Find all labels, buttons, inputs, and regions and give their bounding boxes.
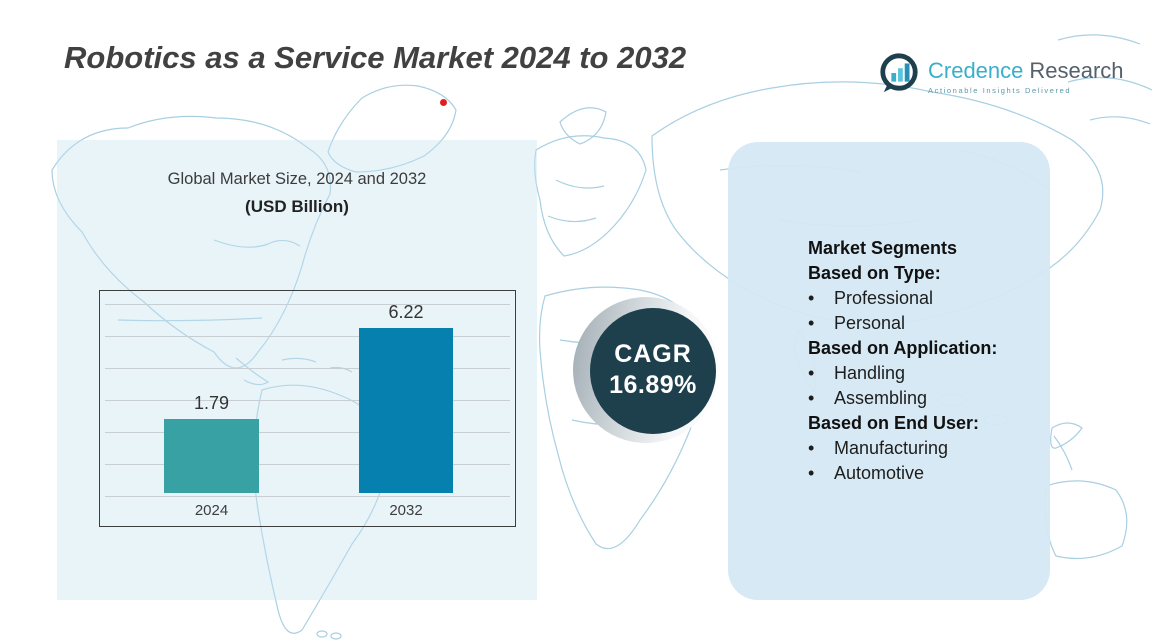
bullet-icon: •	[808, 288, 815, 308]
segment-item-label: Automotive	[834, 463, 925, 483]
gridline	[105, 400, 510, 401]
map-europe-borders	[547, 179, 605, 223]
gridline	[105, 336, 510, 337]
segment-item-label: Handling	[834, 363, 906, 383]
segments-panel	[728, 142, 1050, 600]
segment-group-title: Based on Application:	[808, 338, 998, 358]
logo-chart-bubble-icon	[880, 53, 918, 93]
bar-2032	[359, 328, 453, 493]
map-falklands	[316, 630, 328, 638]
map-europe	[534, 135, 647, 257]
chart-panel	[57, 140, 537, 600]
brand-name-secondary: Research	[1029, 58, 1124, 83]
map-north-america	[51, 115, 332, 369]
bullet-icon: •	[808, 388, 815, 408]
bullet-icon: •	[808, 363, 815, 383]
gridline	[105, 368, 510, 369]
segment-item: • Automotive	[808, 461, 1038, 486]
map-falklands-2	[330, 632, 342, 640]
cagr-value: 16.89%	[609, 370, 697, 399]
segment-item: • Assembling	[808, 386, 1038, 411]
map-marker-dot	[440, 99, 447, 106]
brand-logo: Credence Research Actionable Insights De…	[878, 52, 1124, 95]
segment-item-label: Assembling	[834, 388, 928, 408]
gridline	[105, 496, 510, 497]
map-canada-lakes	[213, 239, 301, 248]
bullet-icon: •	[808, 313, 815, 333]
map-scandinavia	[559, 107, 607, 145]
segment-item: • Manufacturing	[808, 436, 1038, 461]
bar-column-2032: 6.22 2032	[359, 291, 453, 526]
segment-item: • Professional	[808, 286, 1038, 311]
segment-item-label: Personal	[834, 313, 906, 333]
segment-group-title: Based on End User:	[808, 413, 980, 433]
x-axis-label-2032: 2032	[389, 502, 423, 519]
bar-column-2024: 1.79 2024	[164, 291, 259, 526]
map-australia	[1044, 480, 1128, 560]
bullet-icon: •	[808, 438, 815, 458]
bar-chart-plot-area: 1.79 2024 6.22 2032	[99, 290, 516, 527]
brand-name-primary: Credence	[928, 58, 1024, 83]
bullet-icon: •	[808, 463, 815, 483]
map-siberia	[1057, 34, 1153, 125]
gridline	[105, 304, 510, 305]
chart-title: Global Market Size, 2024 and 2032	[167, 170, 427, 188]
map-greenland	[327, 84, 457, 173]
cagr-label: CAGR	[614, 340, 692, 368]
map-new-guinea	[1050, 422, 1083, 449]
page-title: Robotics as a Service Market 2024 to 203…	[64, 40, 687, 75]
bar-value-label-2032: 6.22	[388, 302, 424, 322]
segment-item-label: Manufacturing	[834, 438, 949, 458]
map-us-border	[117, 317, 263, 322]
brand-text: Credence Research Actionable Insights De…	[928, 52, 1124, 95]
gridline	[105, 432, 510, 433]
cagr-badge: CAGR 16.89%	[590, 308, 716, 434]
bar-value-label-2024: 1.79	[193, 393, 230, 413]
segment-item: • Personal	[808, 311, 1038, 336]
segment-item-label: Professional	[834, 288, 934, 308]
x-axis-label-2024: 2024	[194, 502, 229, 519]
bar-2024	[164, 419, 259, 493]
map-central-america	[235, 357, 270, 386]
gridline	[105, 464, 510, 465]
brand-tagline: Actionable Insights Delivered	[928, 86, 1072, 95]
segments-list: Market Segments Based on Type: • Professio…	[808, 236, 1038, 486]
segment-item: • Handling	[808, 361, 1038, 386]
segment-group-title: Based on Type:	[808, 263, 941, 283]
map-indonesia	[1053, 435, 1073, 471]
map-africa	[538, 286, 703, 550]
chart-subtitle: (USD Billion)	[245, 197, 349, 216]
segment-groups: Based on Type: • Professional • Personal Base…	[808, 261, 1038, 486]
segments-heading: Market Segments	[808, 238, 958, 258]
